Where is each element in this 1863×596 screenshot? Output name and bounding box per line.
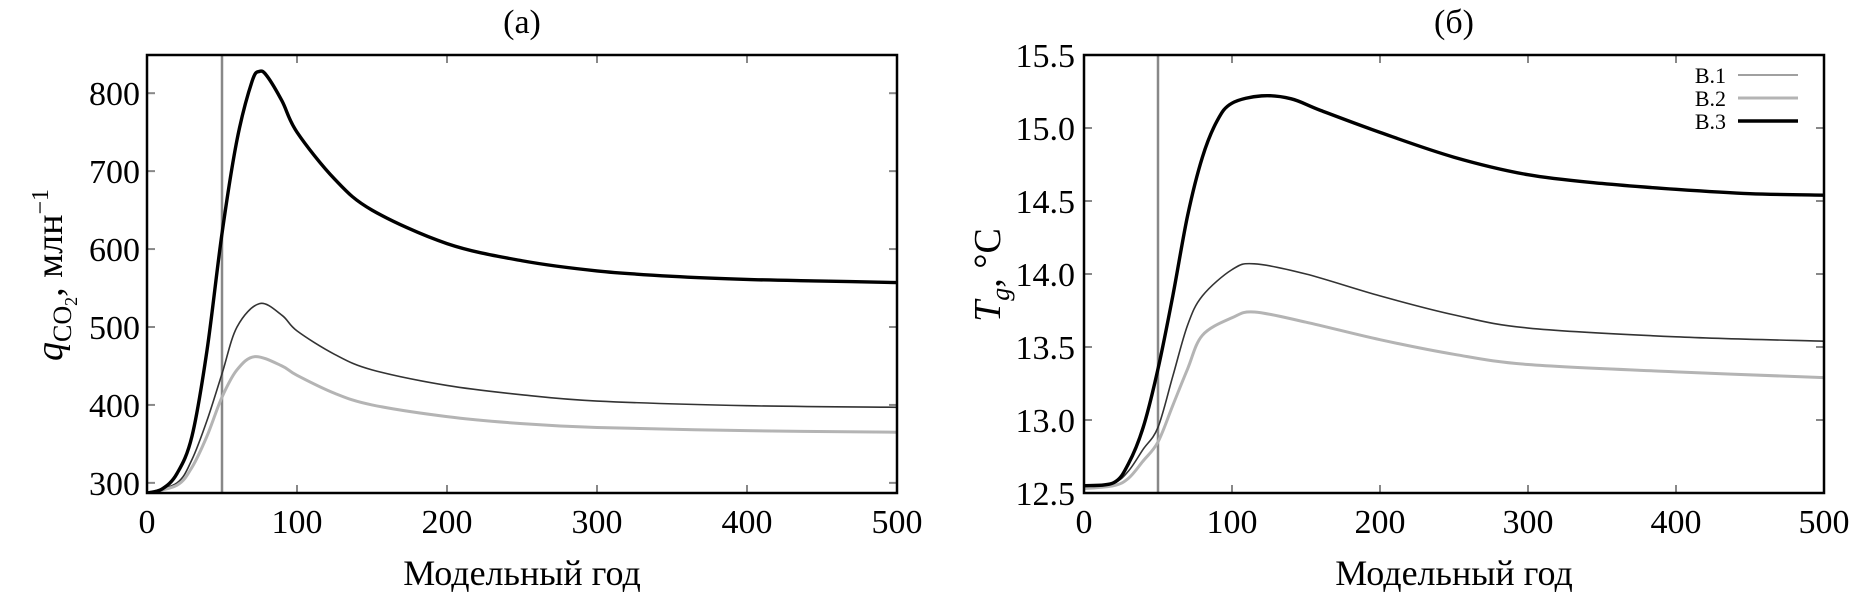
x-tick-label: 500 <box>1799 504 1850 541</box>
x-tick-label: 300 <box>572 504 623 541</box>
panel-b-ylabel: Tg, °C <box>967 228 1015 322</box>
legend-label: B.1 <box>1695 63 1726 88</box>
y-tick-label: 14.0 <box>1016 257 1076 294</box>
y-tick-label: 300 <box>89 466 140 503</box>
series-line-b2 <box>1084 310 1824 491</box>
y-tick-label: 400 <box>89 388 140 425</box>
plot-frame <box>1082 53 1826 495</box>
panel-b: (б) Модельный год Tg, °C 0 100 200 300 400 50… <box>967 4 1850 593</box>
x-tick-label: 100 <box>272 504 323 541</box>
y-tick-label: 700 <box>89 154 140 191</box>
y-tick-label: 15.5 <box>1016 38 1076 75</box>
x-tick-label: 100 <box>1207 504 1258 541</box>
panel-a-ylabel: qCO2, млн−1 <box>28 189 81 361</box>
panel-a: (a) Модельный год qCO2, млн−1 0 100 200 300… <box>28 4 923 593</box>
x-tick-label: 300 <box>1503 504 1554 541</box>
x-tick-label: 400 <box>722 504 773 541</box>
series-line-b2 <box>147 355 897 493</box>
legend: B.1B.2B.3 <box>1695 63 1798 134</box>
y-tick-label: 800 <box>89 76 140 113</box>
series-line-b3 <box>1084 93 1824 488</box>
y-tick-label: 14.5 <box>1016 184 1076 221</box>
series-line-b1 <box>1084 262 1824 487</box>
y-tick-label: 500 <box>89 310 140 347</box>
y-tick-label: 13.5 <box>1016 330 1076 367</box>
x-tick-label: 400 <box>1651 504 1702 541</box>
legend-label: B.2 <box>1695 86 1726 111</box>
x-tick-label: 200 <box>422 504 473 541</box>
panel-b-title: (б) <box>1434 4 1474 41</box>
x-tick-label: 500 <box>872 504 923 541</box>
panel-b-xlabel: Модельный год <box>1335 553 1573 593</box>
legend-label: B.3 <box>1695 109 1726 134</box>
panel-a-xlabel: Модельный год <box>403 553 641 593</box>
series-line-b3 <box>147 69 897 493</box>
series-line-b1 <box>147 302 897 493</box>
panel-a-title: (a) <box>503 4 541 41</box>
y-tick-label: 13.0 <box>1016 403 1076 440</box>
y-tick-label: 600 <box>89 232 140 269</box>
y-tick-label: 12.5 <box>1016 476 1076 513</box>
y-tick-label: 15.0 <box>1016 111 1076 148</box>
plot-frame <box>145 53 899 495</box>
x-tick-label: 0 <box>139 504 156 541</box>
x-tick-label: 200 <box>1355 504 1406 541</box>
x-tick-label: 0 <box>1076 504 1093 541</box>
